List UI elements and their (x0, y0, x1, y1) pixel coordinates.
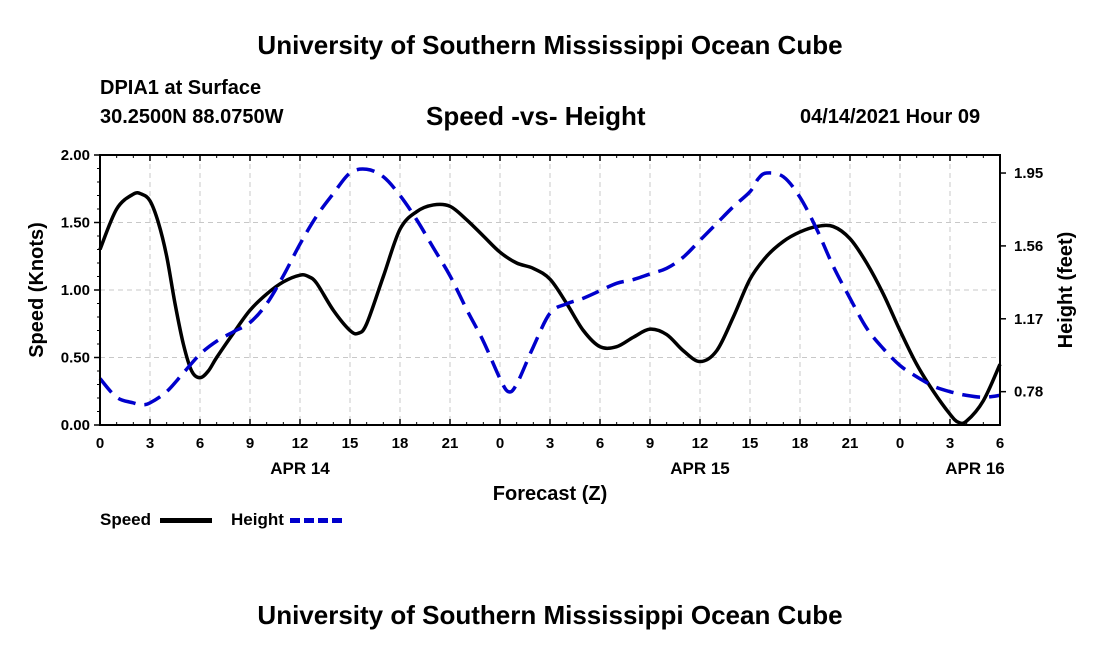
grid (99, 154, 1001, 426)
x-tick-label: 3 (546, 435, 554, 452)
footer-title: University of Southern Mississippi Ocean… (257, 600, 843, 630)
labels-layer: 0 3 6 9 12 15 18 21 0 3 6 9 12 15 18 21 0 3 6 0.00 0.50 1.00 1… (26, 147, 1077, 505)
x-tick-label: 0 (96, 435, 104, 452)
forecast-datetime: 04/14/2021 Hour 09 (800, 106, 981, 128)
page-title: University of Southern Mississippi Ocean… (257, 30, 843, 60)
chart-title: Speed -vs- Height (426, 101, 646, 131)
coordinates-label: 30.2500N 88.0750W (100, 106, 284, 128)
y2-tick-label: 1.95 (1014, 165, 1043, 182)
date-label: APR 16 (945, 459, 1005, 478)
y2-axis-title: Height (feet) (1055, 232, 1077, 349)
y-tick-label: 0.00 (61, 417, 90, 434)
x-axis-title: Forecast (Z) (493, 483, 607, 505)
x-tick-label: 15 (742, 435, 759, 452)
x-tick-label: 3 (146, 435, 154, 452)
legend-height-swatch (290, 518, 342, 523)
y-tick-label: 1.50 (61, 215, 90, 232)
x-tick-label: 6 (996, 435, 1004, 452)
x-tick-label: 6 (196, 435, 204, 452)
legend-height-label: Height (231, 510, 284, 529)
ticks-layer (94, 154, 1006, 426)
x-tick-label: 21 (442, 435, 459, 452)
date-label: APR 15 (670, 459, 730, 478)
y-tick-label: 0.50 (61, 350, 90, 367)
x-tick-label: 18 (392, 435, 409, 452)
x-tick-label: 0 (896, 435, 904, 452)
x-tick-label: 3 (946, 435, 954, 452)
x-tick-label: 15 (342, 435, 359, 452)
x-tick-label: 18 (792, 435, 809, 452)
date-label: APR 14 (270, 459, 330, 478)
x-tick-label: 0 (496, 435, 504, 452)
legend-speed-label: Speed (100, 510, 152, 529)
legend-speed-swatch (160, 518, 212, 523)
y2-tick-label: 0.78 (1014, 384, 1043, 401)
x-tick-label: 9 (646, 435, 654, 452)
x-tick-label: 12 (692, 435, 709, 452)
y-axis-title: Speed (Knots) (26, 222, 48, 358)
station-label: DPIA1 at Surface (100, 77, 262, 99)
y-tick-label: 1.00 (61, 282, 90, 299)
x-tick-label: 21 (842, 435, 859, 452)
y2-tick-label: 1.17 (1014, 311, 1043, 328)
y2-tick-label: 1.56 (1014, 238, 1043, 255)
height-series-line (98, 167, 1001, 407)
x-tick-label: 9 (246, 435, 254, 452)
series-layer (98, 167, 1002, 426)
x-tick-label: 6 (596, 435, 604, 452)
y-tick-label: 2.00 (61, 147, 90, 164)
speed-series-line (98, 191, 1002, 426)
x-tick-label: 12 (292, 435, 309, 452)
